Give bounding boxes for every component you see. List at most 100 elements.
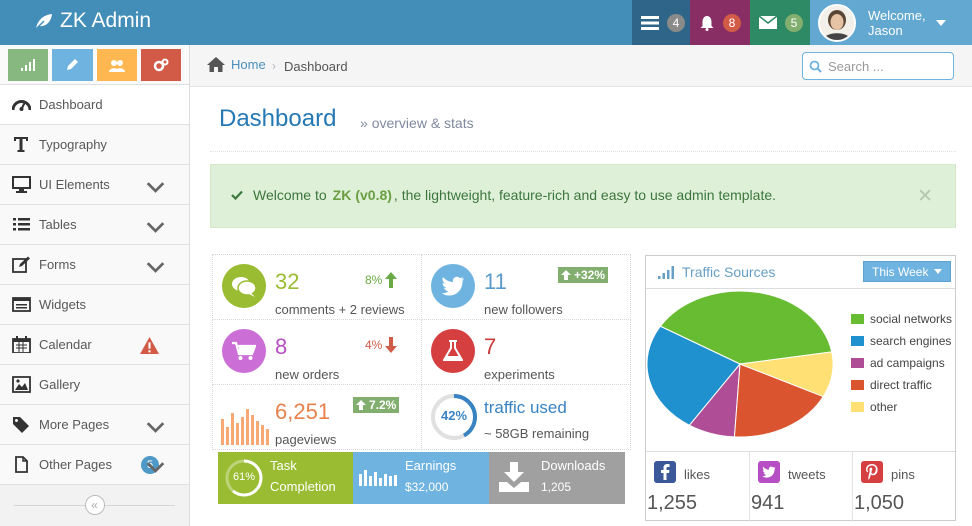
shortcut-edit-button[interactable] xyxy=(52,49,93,81)
legend-swatch xyxy=(851,380,864,390)
comments-stat-value: 8% xyxy=(365,273,383,287)
sidebar-item-label: Dashboard xyxy=(39,97,103,112)
desktop-icon xyxy=(12,176,31,193)
arrow-up-icon xyxy=(561,270,571,280)
orders-stat: 4% xyxy=(365,337,398,353)
leaf-icon xyxy=(35,14,52,30)
pie-slice-social-networks xyxy=(659,290,833,365)
sidebar-shortcuts xyxy=(0,45,189,85)
legend-swatch xyxy=(851,358,864,368)
tasks-icon xyxy=(641,15,659,30)
pageviews-desc: pageviews xyxy=(275,432,337,447)
pageviews-sparkline xyxy=(221,409,269,445)
user-menu[interactable]: Welcome, Jason xyxy=(810,0,972,45)
sidebar-item-forms[interactable]: Forms xyxy=(0,245,189,285)
caret-down-icon xyxy=(934,269,943,274)
user-name: Jason xyxy=(868,22,903,38)
alert-version: (v0.8) xyxy=(355,187,392,203)
navbar: ZK Admin 4 8 5 Welcome, Jason xyxy=(0,0,972,45)
download-icon xyxy=(499,462,529,492)
legend-label: other xyxy=(870,400,898,414)
tag-icon xyxy=(13,417,29,433)
infobox-orders: 8 new orders 4% xyxy=(212,319,422,385)
traffic-title: traffic used xyxy=(484,398,567,417)
brand[interactable]: ZK Admin xyxy=(34,9,151,33)
envelope-icon xyxy=(759,16,777,29)
sidebar-item-widgets[interactable]: Widgets xyxy=(0,285,189,325)
sidebar-item-calendar[interactable]: Calendar xyxy=(0,325,189,365)
orders-desc: new orders xyxy=(275,367,340,382)
avatar xyxy=(818,3,856,42)
breadcrumb-separator-icon: › xyxy=(272,59,276,73)
shortcut-settings-button[interactable] xyxy=(140,49,181,81)
followers-stat-value: +32% xyxy=(574,268,606,282)
traffic-percent: 42% xyxy=(440,408,468,423)
pageviews-stat-value: 7.2% xyxy=(369,398,397,412)
legend-item: direct traffic xyxy=(851,374,952,396)
notifications-badge: 8 xyxy=(723,13,741,32)
earnings-box: Earnings $32,000 xyxy=(353,452,489,504)
brand-title: ZK Admin xyxy=(60,9,152,32)
alert-text: , the lightweight, feature-rich and easy… xyxy=(393,187,777,203)
sidebar-item-typography[interactable]: Typography xyxy=(0,125,189,165)
infobox-experiments: 7 experiments xyxy=(421,319,631,385)
breadcrumb-home-label: Home xyxy=(231,57,266,72)
comments-stat: 8% xyxy=(365,272,398,288)
breadcrumb-home-link[interactable]: Home xyxy=(207,57,266,72)
sidebar-item-other-pages[interactable]: Other Pages 5 xyxy=(0,445,189,485)
legend-swatch xyxy=(851,336,864,346)
flask-icon xyxy=(431,329,475,373)
chevron-down-icon xyxy=(146,422,165,433)
task-percent: 61% xyxy=(232,471,256,483)
tasks-button[interactable]: 4 xyxy=(632,0,690,45)
pie-slice-direct-traffic xyxy=(733,363,825,438)
pageviews-value: 6,251 xyxy=(275,399,331,424)
sidebar-item-dashboard[interactable]: Dashboard xyxy=(0,85,189,125)
sidebar-item-label: Typography xyxy=(39,137,107,152)
pinterest-pins: pins 1,050 xyxy=(852,452,955,522)
arrow-down-icon xyxy=(385,337,398,353)
twitter-icon xyxy=(758,461,780,483)
infobox-pageviews: 6,251 pageviews 7.2% xyxy=(212,384,422,450)
earnings-bars-icon xyxy=(359,470,397,486)
tweets-label: tweets xyxy=(788,467,826,482)
chevron-down-icon xyxy=(146,222,165,233)
social-stats: likes 1,255 tweets 941 pins 1,050 xyxy=(646,451,955,522)
widgets-icon xyxy=(12,297,31,312)
legend-item: other xyxy=(851,396,952,418)
close-icon[interactable]: ✕ xyxy=(917,186,933,207)
task-progress-ring xyxy=(225,459,263,497)
chevron-down-icon xyxy=(146,182,165,193)
sidebar-item-ui-elements[interactable]: UI Elements xyxy=(0,165,189,205)
sidebar-item-tables[interactable]: Tables xyxy=(0,205,189,245)
infobox-traffic: 42% traffic used ~ 58GB remaining xyxy=(421,384,631,450)
sidebar-item-gallery[interactable]: Gallery xyxy=(0,365,189,405)
range-dropdown[interactable]: This Week xyxy=(863,261,952,282)
messages-button[interactable]: 5 xyxy=(750,0,810,45)
task-label-2: Completion xyxy=(270,479,336,494)
signal-icon xyxy=(21,59,36,71)
welcome-label: Welcome, xyxy=(868,7,926,23)
notifications-button[interactable]: 8 xyxy=(690,0,750,45)
followers-stat-badge: +32% xyxy=(558,267,609,283)
search-input[interactable] xyxy=(828,58,938,74)
shortcut-users-button[interactable] xyxy=(96,49,137,81)
sidebar-item-more-pages[interactable]: More Pages xyxy=(0,405,189,445)
dashboard-icon xyxy=(12,100,31,111)
downloads-value: 1,205 xyxy=(541,480,572,494)
bell-icon xyxy=(700,15,714,31)
breadcrumb: Home › Dashboard xyxy=(190,45,972,87)
page-subtitle-text: overview & stats xyxy=(371,115,474,131)
earnings-value: $32,000 xyxy=(405,480,449,494)
cogs-icon xyxy=(153,58,169,72)
likes-value: 1,255 xyxy=(647,492,698,514)
legend-label: social networks xyxy=(870,312,953,326)
shortcut-stats-button[interactable] xyxy=(8,49,49,81)
legend-label: ad campaigns xyxy=(870,356,945,370)
collapse-toggle-icon[interactable]: « xyxy=(84,495,105,515)
legend-item: ad campaigns xyxy=(851,352,952,374)
arrow-up-icon xyxy=(385,272,398,288)
tweets-value: 941 xyxy=(751,492,785,514)
shopping-cart-icon xyxy=(222,329,266,373)
legend-swatch xyxy=(851,402,864,412)
